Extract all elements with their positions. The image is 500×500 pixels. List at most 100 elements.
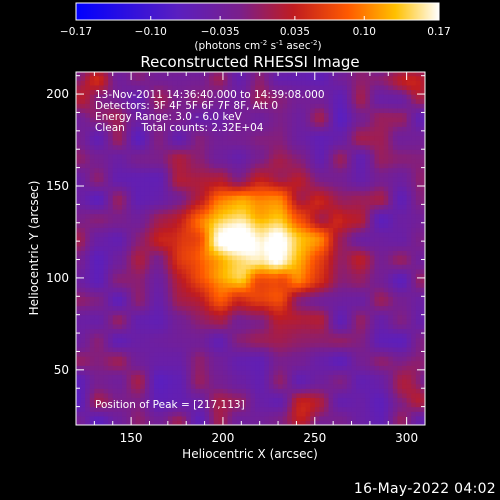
heatmap-cell (126, 176, 132, 182)
heatmap-cell (222, 94, 229, 100)
heatmap-cell (319, 356, 325, 362)
heatmap-cell (158, 337, 164, 343)
heatmap-cell (149, 181, 155, 187)
heatmap-cell (199, 415, 206, 422)
heatmap-cell (131, 379, 137, 385)
heatmap-cell (328, 314, 334, 320)
heatmap-cell (172, 360, 178, 366)
heatmap-cell (301, 356, 307, 362)
heatmap-cell (250, 383, 256, 389)
heatmap-cell (305, 323, 311, 330)
heatmap-cell (112, 158, 118, 164)
heatmap-cell (323, 135, 330, 141)
heatmap-cell (305, 204, 311, 210)
heatmap-cell (117, 245, 123, 251)
heatmap-cell (177, 181, 183, 187)
heatmap-cell (80, 397, 86, 403)
heatmap-cell (204, 383, 210, 389)
heatmap-cell (287, 369, 293, 376)
heatmap-cell (319, 176, 325, 182)
heatmap-cell (112, 149, 118, 155)
heatmap-cell (333, 333, 339, 339)
heatmap-cell (259, 72, 265, 77)
heatmap-cell (144, 319, 151, 325)
heatmap-cell (108, 346, 114, 353)
heatmap-cell (172, 254, 178, 261)
heatmap-cell (296, 195, 302, 201)
heatmap-cell (278, 121, 284, 127)
heatmap-cell (163, 163, 169, 169)
heatmap-cell (323, 264, 330, 270)
heatmap-cell (241, 310, 247, 316)
heatmap-cell (181, 392, 187, 399)
heatmap-cell (255, 333, 261, 339)
heatmap-cell (241, 227, 247, 233)
heatmap-cell (204, 277, 210, 284)
heatmap-cell (369, 300, 376, 307)
heatmap-cell (282, 158, 288, 164)
heatmap-cell (112, 167, 118, 173)
heatmap-cell (135, 397, 141, 403)
heatmap-cell (195, 305, 201, 311)
heatmap-cell (154, 369, 160, 376)
heatmap-cell (204, 199, 210, 205)
heatmap-cell (236, 259, 242, 265)
heatmap-cell (255, 406, 261, 412)
heatmap-cell (108, 273, 114, 279)
heatmap-cell (301, 406, 307, 412)
heatmap-cell (158, 199, 164, 205)
heatmap-cell (328, 291, 334, 297)
heatmap-cell (278, 250, 284, 256)
heatmap-cell (135, 153, 141, 160)
heatmap-cell (76, 342, 82, 348)
heatmap-cell (126, 328, 132, 334)
heatmap-cell (117, 406, 123, 412)
heatmap-cell (310, 231, 316, 238)
heatmap-cell (264, 80, 270, 86)
heatmap-cell (177, 98, 183, 104)
heatmap-cell (328, 213, 334, 219)
heatmap-cell (209, 392, 215, 399)
heatmap-cell (108, 231, 114, 238)
heatmap-cell (273, 163, 279, 169)
heatmap-cell (154, 199, 160, 205)
heatmap-cell (236, 323, 242, 330)
heatmap-cell (268, 135, 275, 141)
heatmap-cell (144, 208, 151, 215)
heatmap-cell (259, 94, 265, 100)
heatmap-cell (85, 144, 91, 150)
heatmap-cell (98, 176, 105, 182)
heatmap-cell (131, 80, 137, 86)
heatmap-cell (310, 176, 316, 182)
heatmap-cell (227, 282, 233, 288)
heatmap-cell (181, 365, 187, 371)
heatmap-cell (369, 296, 376, 302)
heatmap-cell (213, 379, 219, 385)
heatmap-cell (342, 365, 348, 371)
heatmap-cell (177, 241, 183, 247)
heatmap-cell (172, 153, 178, 160)
heatmap-cell (305, 80, 311, 86)
heatmap-cell (337, 250, 343, 256)
heatmap-cell (236, 305, 242, 311)
heatmap-cell (291, 117, 298, 123)
heatmap-cell (360, 402, 366, 408)
heatmap-cell (342, 300, 348, 307)
heatmap-cell (199, 195, 206, 201)
heatmap-cell (250, 323, 256, 330)
heatmap-cell (236, 402, 242, 408)
heatmap-cell (98, 287, 105, 293)
heatmap-cell (140, 204, 146, 210)
heatmap-cell (158, 360, 164, 366)
heatmap-cell (319, 236, 325, 242)
heatmap-cell (296, 72, 302, 77)
heatmap-cell (177, 227, 183, 233)
heatmap-cell (117, 199, 123, 205)
heatmap-cell (190, 140, 196, 146)
heatmap-cell (264, 282, 270, 288)
heatmap-cell (190, 392, 196, 399)
heatmap-cell (218, 218, 224, 224)
heatmap-cell (356, 94, 362, 100)
heatmap-cell (213, 236, 219, 242)
heatmap-cell (76, 190, 82, 196)
